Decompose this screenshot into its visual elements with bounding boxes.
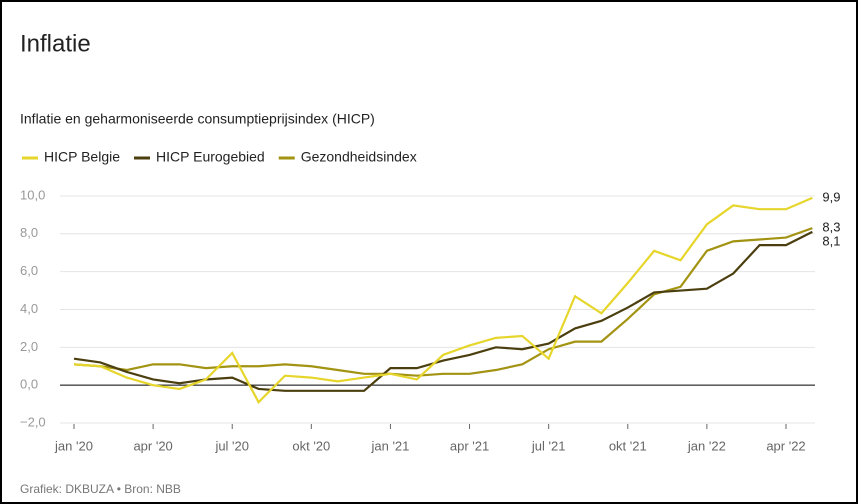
series-line [73,196,813,405]
legend-label: Gezondheidsindex [301,149,417,165]
x-tick-label: jan '20 [54,438,93,453]
y-tick-label: 10,0 [20,187,45,202]
end-label: 8,1 [822,233,840,248]
x-tick-label: jan '21 [370,438,409,453]
source: Grafiek: DKBUZA • Bron: NBB [20,482,181,496]
y-tick-label: 6,0 [20,263,38,278]
chart-subtitle: Inflatie en geharmoniseerde consumptiepr… [20,111,375,127]
series-line [73,230,813,392]
legend-label: HICP Belgie [44,149,120,165]
y-tick-label: 2,0 [20,339,38,354]
x-tick-label: apr '21 [450,438,489,453]
x-tick-label: okt '21 [609,438,647,453]
end-label: 9,9 [822,189,840,204]
y-tick-label: 8,0 [20,225,38,240]
end-label: 8,3 [822,220,840,235]
y-tick-label: 0,0 [20,377,38,392]
x-tick-label: jul '20 [214,438,249,453]
y-tick-label: −2,0 [20,414,46,429]
legend-label: HICP Eurogebied [156,149,265,165]
series-line [73,227,813,377]
chart-title: Inflatie [20,30,91,57]
x-tick-label: apr '22 [766,438,805,453]
x-tick-label: okt '20 [292,438,330,453]
x-tick-label: jul '21 [531,438,566,453]
y-tick-label: 4,0 [20,301,38,316]
x-tick-label: jan '22 [687,438,726,453]
x-tick-label: apr '20 [133,438,172,453]
